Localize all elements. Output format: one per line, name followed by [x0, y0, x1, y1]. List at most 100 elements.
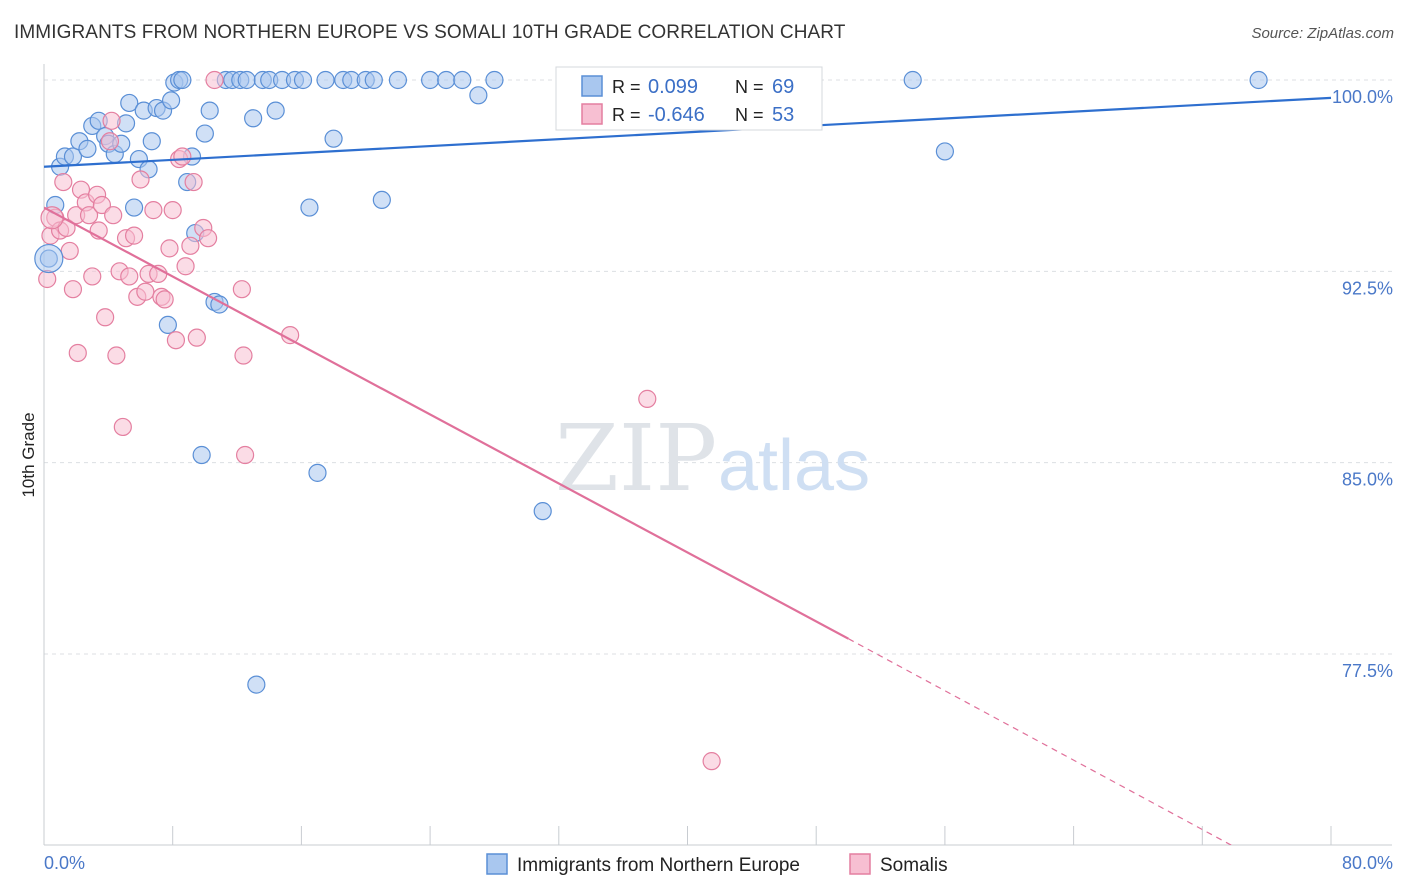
watermark: ZIP atlas [555, 405, 870, 512]
point-northern-europe [161, 91, 181, 110]
point-northern-europe [142, 132, 161, 151]
point-northern-europe [237, 70, 256, 90]
point-somalis [120, 267, 139, 286]
point-somalis [124, 226, 144, 245]
legend-r-value-1: -0.646 [648, 104, 705, 126]
point-somalis [181, 236, 200, 255]
bottom-legend-swatch-blue [486, 853, 508, 875]
point-northern-europe [244, 109, 263, 128]
point-somalis [176, 257, 195, 276]
chart-source: Source: ZipAtlas.com [1251, 25, 1394, 42]
trend-lines [44, 96, 1332, 845]
legend-n-label-0: N = [735, 77, 764, 97]
legend-n-label-1: N = [735, 105, 764, 125]
point-somalis [184, 172, 203, 192]
point-somalis [234, 346, 253, 365]
point-somalis [144, 201, 163, 220]
y-tick-labels: 100.0% 92.5% 85.0% 77.5% [1332, 87, 1393, 681]
point-somalis [107, 346, 126, 365]
point-northern-europe [453, 70, 472, 90]
watermark-zip: ZIP [555, 405, 717, 512]
y-tick-label: 77.5% [1342, 661, 1393, 681]
point-northern-europe-cluster [34, 243, 64, 274]
y-axis-label: 10th Grade [19, 412, 38, 497]
point-northern-europe [316, 70, 335, 90]
point-northern-europe [469, 86, 488, 105]
point-somalis [96, 308, 115, 327]
x-tick-label-min: 0.0% [44, 853, 85, 873]
point-northern-europe [421, 70, 440, 90]
point-somalis [102, 111, 121, 130]
point-somalis [235, 445, 255, 465]
point-somalis [131, 170, 150, 189]
point-somalis [232, 280, 251, 299]
legend-n-value-0: 69 [772, 76, 794, 98]
point-somalis [113, 417, 132, 437]
point-northern-europe [293, 70, 313, 90]
point-northern-europe [372, 190, 391, 210]
point-somalis [155, 290, 174, 309]
trend-line-somalis [44, 206, 849, 640]
point-somalis [79, 206, 99, 225]
bottom-legend: Immigrants from Northern Europe Somalis [486, 853, 948, 876]
point-somalis [83, 267, 102, 286]
point-somalis [173, 147, 192, 166]
point-northern-europe [266, 101, 285, 120]
bottom-legend-swatch-pink [849, 853, 871, 875]
chart-title: IMMIGRANTS FROM NORTHERN EUROPE VS SOMAL… [14, 22, 846, 43]
legend-n-value-1: 53 [772, 104, 794, 126]
legend-box: R = 0.099 N = 69 R = -0.646 N = 53 [555, 66, 823, 131]
point-northern-europe [903, 70, 922, 90]
point-northern-europe [200, 101, 219, 120]
point-northern-europe [437, 70, 456, 90]
y-tick-label: 92.5% [1342, 278, 1393, 298]
point-northern-europe [1249, 70, 1268, 90]
point-somalis [54, 172, 73, 192]
point-somalis [198, 229, 218, 248]
legend-swatch-pink [581, 103, 603, 125]
point-northern-europe [124, 198, 144, 217]
legend-swatch-blue [581, 75, 603, 97]
point-somalis [100, 132, 120, 151]
bottom-legend-label-1: Somalis [880, 855, 948, 876]
point-somalis [163, 201, 182, 220]
y-tick-label: 85.0% [1342, 470, 1393, 490]
point-northern-europe [158, 315, 177, 335]
point-somalis [166, 331, 186, 350]
trend-line-northern-europe [44, 96, 1332, 168]
point-northern-europe [195, 124, 214, 143]
point-northern-europe [935, 142, 955, 161]
point-somalis-cluster [40, 206, 64, 230]
point-somalis [136, 282, 155, 301]
trend-line-somalis-extrapolated [848, 638, 1233, 845]
point-somalis [187, 328, 206, 347]
point-somalis [104, 206, 123, 225]
point-northern-europe [308, 463, 327, 482]
point-northern-europe [192, 445, 211, 465]
point-somalis [63, 280, 83, 299]
legend-r-label-0: R = [612, 77, 641, 97]
point-northern-europe [533, 502, 552, 521]
watermark-atlas: atlas [718, 426, 870, 506]
legend-r-label-1: R = [612, 105, 641, 125]
point-northern-europe [485, 70, 504, 90]
point-somalis [638, 389, 657, 408]
point-northern-europe [247, 675, 266, 694]
point-somalis [92, 195, 112, 215]
point-northern-europe [324, 129, 343, 148]
point-somalis [205, 70, 224, 90]
bottom-legend-label-0: Immigrants from Northern Europe [517, 855, 800, 876]
point-somalis [60, 241, 79, 261]
point-somalis [160, 239, 179, 258]
legend-r-value-0: 0.099 [648, 76, 698, 98]
point-northern-europe [388, 70, 408, 90]
y-tick-label: 100.0% [1332, 87, 1393, 107]
point-somalis [68, 343, 87, 363]
point-northern-europe [120, 93, 139, 113]
point-northern-europe [364, 70, 383, 90]
point-northern-europe [78, 139, 97, 158]
point-somalis [702, 752, 721, 771]
point-northern-europe [173, 70, 192, 90]
point-northern-europe [300, 198, 319, 217]
